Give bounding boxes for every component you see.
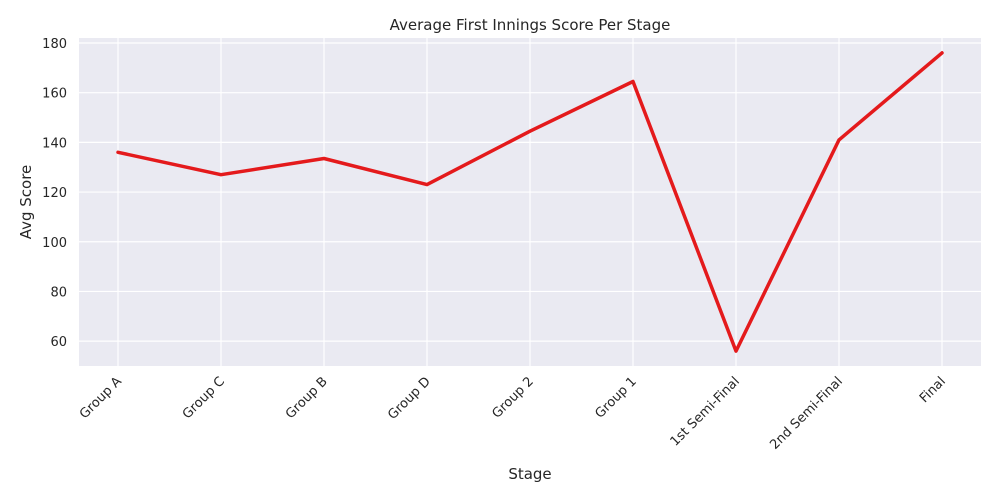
x-tick-label: Group D [385,374,434,423]
x-gridlines [117,38,943,366]
x-tick-label: 2nd Semi-Final [767,374,846,453]
x-axis-title: Stage [508,465,551,483]
y-tick-label: 100 [42,236,67,251]
x-tick-label: Group 2 [489,374,536,421]
x-tick-label: Group 1 [592,374,639,421]
series-layer [116,51,944,353]
x-tick-label: Group C [180,374,228,422]
x-tick-label: 1st Semi-Final [668,374,743,449]
y-tick-label: 140 [42,136,67,151]
y-tick-label: 180 [42,37,67,52]
x-tick-label: Group B [283,374,331,422]
y-tick-label: 60 [50,335,67,350]
x-tick-label: Final [917,374,949,406]
y-tick-label: 120 [42,186,67,201]
y-tick-label: 80 [50,285,67,300]
x-tick-labels: Group A Group C Group B Group D Group 2 Group… [77,374,949,453]
y-tick-labels: 60 80 100 120 140 160 180 [42,37,67,350]
x-tick-label: Group A [77,374,125,422]
chart-title: Average First Innings Score Per Stage [390,16,671,34]
y-tick-label: 160 [42,87,67,102]
series-line [116,51,944,353]
y-axis-title: Avg Score [17,165,35,240]
